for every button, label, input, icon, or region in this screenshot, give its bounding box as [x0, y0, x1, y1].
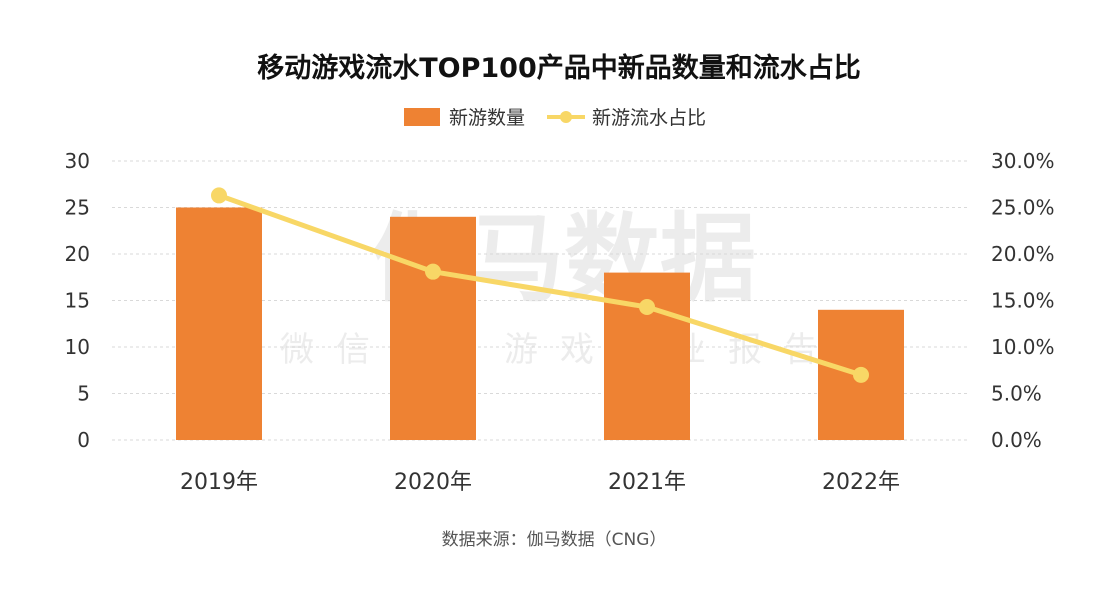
line-path: [216, 192, 864, 378]
line-point: [853, 366, 869, 383]
y-left-tick-label: 20: [65, 242, 90, 266]
y-left-tick-label: 5: [77, 382, 90, 406]
legend-swatch-line-marker: [560, 111, 572, 123]
y-left-tick-label: 15: [65, 289, 90, 313]
y-right-tick-label: 10.0%: [991, 335, 1055, 359]
y-right-tick-label: 5.0%: [991, 382, 1042, 406]
y-left-tick-label: 0: [77, 428, 90, 452]
y-right-tick-label: 15.0%: [991, 289, 1055, 313]
y-right-tick-label: 30.0%: [991, 149, 1055, 173]
gridlines: [112, 160, 968, 441]
y-axis-right: 0.0% 5.0% 10.0% 15.0% 20.0% 25.0% 30.0%: [991, 149, 1055, 452]
line-point: [639, 299, 655, 316]
legend-label-line: 新游流水占比: [592, 107, 706, 129]
legend-swatch-bar: [404, 108, 440, 126]
bar: [604, 272, 690, 440]
legend-label-bar: 新游数量: [449, 107, 525, 129]
y-left-tick-label: 25: [65, 196, 90, 220]
source-note: 数据来源：伽马数据（CNG）: [442, 530, 667, 550]
line-series: [211, 187, 869, 383]
y-axis-left: 0 5 10 15 20 25 30: [65, 149, 90, 452]
x-tick-label: 2020年: [394, 470, 472, 495]
x-tick-label: 2022年: [822, 470, 900, 495]
bar: [390, 216, 476, 440]
watermark-wechat: 微信号：游戏产业报告: [280, 330, 840, 370]
x-axis: 2019年 2020年 2021年 2022年: [180, 470, 900, 495]
y-left-tick-label: 30: [65, 149, 90, 173]
legend: 新游数量 新游流水占比: [404, 107, 706, 129]
chart-title: 移动游戏流水TOP100产品中新品数量和流水占比: [257, 52, 861, 84]
x-tick-label: 2019年: [180, 470, 258, 495]
bar: [176, 207, 262, 440]
x-tick-label: 2021年: [608, 470, 686, 495]
line-point: [211, 187, 227, 204]
y-right-tick-label: 0.0%: [991, 428, 1042, 452]
line-point: [425, 263, 441, 280]
y-right-tick-label: 25.0%: [991, 196, 1055, 220]
y-left-tick-label: 10: [65, 335, 90, 359]
y-right-tick-label: 20.0%: [991, 242, 1055, 266]
